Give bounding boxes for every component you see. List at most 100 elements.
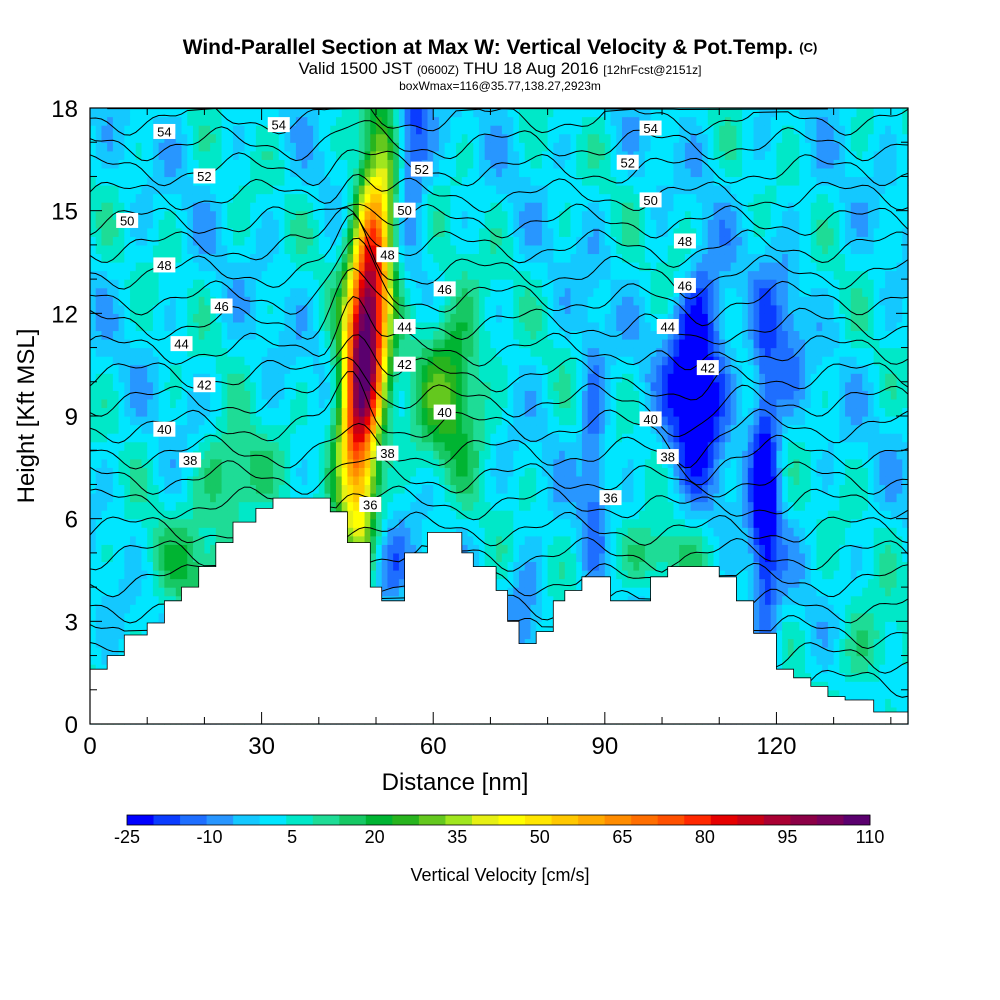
velocity-cell xyxy=(364,296,371,306)
velocity-cell xyxy=(90,441,97,451)
velocity-cell xyxy=(376,321,383,332)
velocity-cell xyxy=(461,236,469,246)
velocity-cell xyxy=(158,202,165,212)
velocity-cell xyxy=(112,150,120,160)
velocity-cell xyxy=(341,475,349,486)
velocity-cell xyxy=(393,116,400,126)
velocity-cell xyxy=(307,270,314,280)
velocity-cell xyxy=(427,227,434,237)
velocity-cell xyxy=(456,373,463,383)
velocity-cell xyxy=(118,364,125,374)
velocity-cell xyxy=(152,150,160,160)
velocity-cell xyxy=(318,185,326,195)
velocity-cell xyxy=(444,133,451,143)
velocity-cell xyxy=(444,484,451,494)
velocity-cell xyxy=(181,202,188,212)
velocity-cell xyxy=(107,433,114,443)
velocity-cell xyxy=(175,424,183,434)
velocity-cell xyxy=(158,227,165,237)
velocity-cell xyxy=(210,510,217,520)
velocity-cell xyxy=(95,441,103,451)
velocity-cell xyxy=(250,433,257,443)
velocity-cell xyxy=(318,458,326,468)
velocity-cell xyxy=(250,424,257,434)
velocity-cell xyxy=(416,125,423,135)
velocity-cell xyxy=(313,398,320,409)
velocity-cell xyxy=(404,176,411,186)
velocity-cell xyxy=(467,321,474,332)
velocity-cell xyxy=(478,475,486,486)
velocity-cell xyxy=(410,381,417,391)
velocity-cell xyxy=(410,279,417,289)
velocity-cell xyxy=(210,407,217,417)
velocity-cell xyxy=(301,304,308,314)
velocity-cell xyxy=(244,108,251,118)
velocity-cell xyxy=(141,390,148,400)
velocity-cell xyxy=(175,544,183,554)
velocity-cell xyxy=(112,219,120,229)
velocity-cell xyxy=(164,552,171,563)
velocity-cell xyxy=(170,373,177,383)
velocity-cell xyxy=(112,527,120,537)
velocity-cell xyxy=(255,416,263,426)
velocity-cell xyxy=(376,552,383,563)
velocity-cell xyxy=(335,236,343,246)
velocity-cell xyxy=(135,279,143,289)
velocity-cell xyxy=(404,313,411,323)
velocity-cell xyxy=(124,450,131,460)
velocity-cell xyxy=(181,193,188,203)
velocity-cell xyxy=(141,193,148,203)
velocity-cell xyxy=(175,236,183,246)
velocity-cell xyxy=(461,518,469,528)
velocity-cell xyxy=(290,193,297,203)
velocity-cell xyxy=(152,501,160,511)
velocity-cell xyxy=(444,270,451,280)
velocity-cell xyxy=(398,510,406,520)
velocity-cell xyxy=(112,561,120,571)
velocity-cell xyxy=(107,501,114,511)
velocity-cell xyxy=(290,467,297,477)
velocity-cell xyxy=(124,604,131,614)
velocity-cell xyxy=(118,467,125,477)
velocity-cell xyxy=(107,629,114,640)
velocity-cell xyxy=(95,159,103,169)
velocity-cell xyxy=(135,167,143,178)
velocity-cell xyxy=(112,108,120,118)
velocity-cell xyxy=(278,398,286,409)
velocity-cell xyxy=(335,108,343,118)
velocity-cell xyxy=(427,433,434,443)
velocity-cell xyxy=(215,167,223,178)
velocity-cell xyxy=(324,108,331,118)
velocity-cell xyxy=(473,330,480,340)
velocity-cell xyxy=(261,244,268,255)
velocity-cell xyxy=(370,167,377,178)
velocity-cell xyxy=(141,595,148,605)
velocity-cell xyxy=(290,339,297,349)
velocity-cell xyxy=(381,321,389,332)
velocity-cell xyxy=(284,159,291,169)
velocity-cell xyxy=(181,416,188,426)
velocity-cell xyxy=(376,210,383,220)
velocity-cell xyxy=(158,552,165,563)
velocity-cell xyxy=(267,450,274,460)
velocity-cell xyxy=(444,262,451,272)
velocity-cell xyxy=(335,313,343,323)
velocity-cell xyxy=(387,219,394,229)
velocity-cell xyxy=(473,475,480,486)
velocity-cell xyxy=(358,364,366,374)
velocity-cell xyxy=(175,133,183,143)
velocity-cell xyxy=(398,193,406,203)
velocity-cell xyxy=(227,210,234,220)
velocity-cell xyxy=(433,150,440,160)
velocity-cell xyxy=(221,458,228,468)
velocity-cell xyxy=(353,527,360,537)
velocity-cell xyxy=(376,356,383,366)
velocity-cell xyxy=(370,270,377,280)
velocity-cell xyxy=(398,433,406,443)
velocity-cell xyxy=(335,493,343,503)
velocity-cell xyxy=(170,330,177,340)
velocity-cell xyxy=(273,441,280,451)
velocity-cell xyxy=(147,219,154,229)
velocity-cell xyxy=(410,518,417,528)
velocity-cell xyxy=(410,458,417,468)
